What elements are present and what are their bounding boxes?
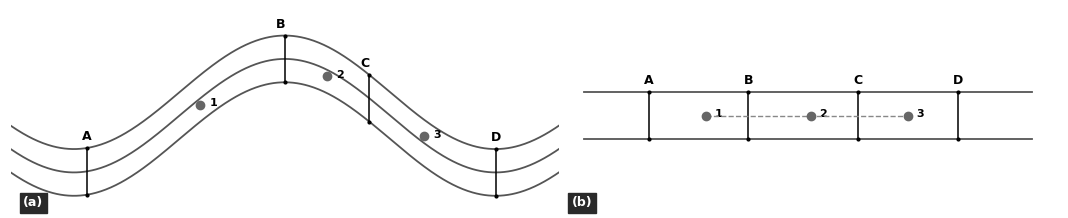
Text: (b): (b) [571, 196, 592, 209]
Text: C: C [360, 57, 370, 70]
Text: 2: 2 [819, 109, 828, 119]
Text: B: B [743, 74, 753, 87]
Text: D: D [953, 74, 962, 87]
Text: 2: 2 [336, 70, 344, 80]
Text: 1: 1 [209, 98, 218, 108]
Text: B: B [276, 18, 285, 31]
Text: C: C [853, 74, 863, 87]
Text: 1: 1 [714, 109, 723, 119]
Text: D: D [490, 131, 501, 144]
Text: 3: 3 [434, 130, 441, 140]
Text: A: A [644, 74, 654, 87]
Text: 3: 3 [916, 109, 925, 119]
Text: A: A [82, 130, 92, 143]
Text: (a): (a) [23, 196, 44, 209]
